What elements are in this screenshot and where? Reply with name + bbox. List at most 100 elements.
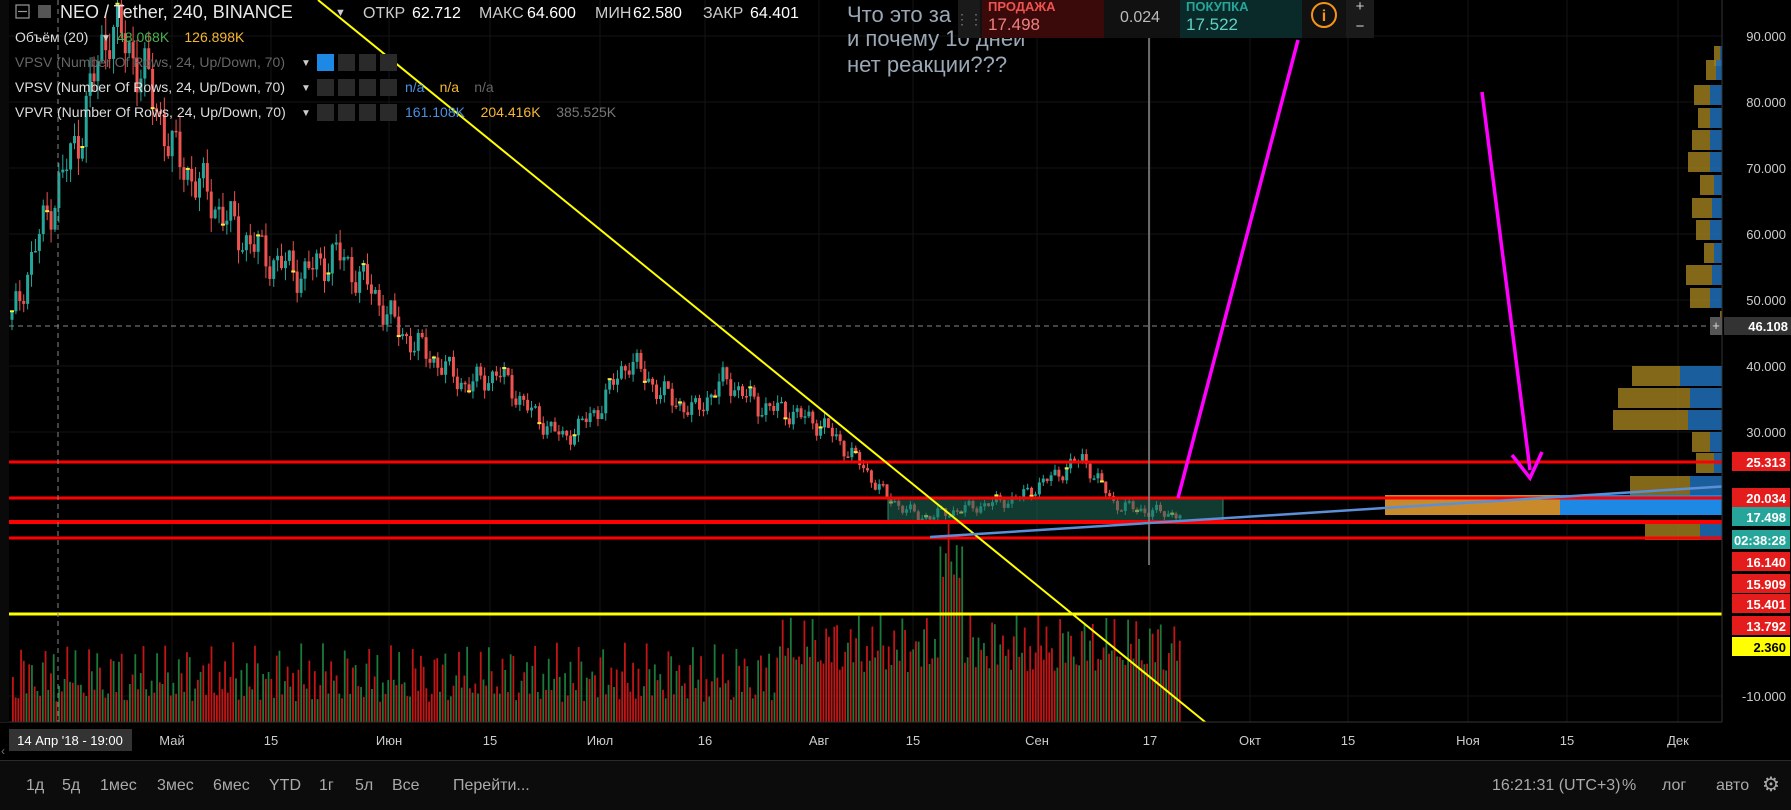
indicator-action-icon[interactable] (317, 54, 334, 71)
x-tick-label: Окт (1239, 733, 1261, 748)
descending-trendline[interactable] (317, 0, 1211, 727)
buy-button[interactable]: ПОКУПКА 17.522 (1180, 0, 1302, 38)
settings-gear-icon[interactable]: ⚙ (1762, 774, 1780, 796)
hide-icon[interactable] (38, 5, 51, 18)
indicator-action-icon[interactable] (338, 79, 355, 96)
volume-bar (947, 522, 950, 722)
candle-body (88, 73, 92, 96)
volume-bar (738, 665, 741, 722)
candle-body (584, 418, 588, 423)
candle-body (237, 216, 241, 251)
indicator-value: 204.416K (481, 104, 542, 120)
profile-highlight-right (1560, 495, 1735, 515)
indicator-action-icon[interactable] (380, 54, 397, 71)
candle-body (576, 418, 580, 436)
collapse-icon[interactable] (15, 4, 30, 19)
volume-bar (109, 659, 112, 722)
range-button[interactable]: YTD (269, 777, 301, 794)
arrow-down-line[interactable] (1480, 91, 1532, 471)
volume-bar (47, 689, 50, 722)
volume-bar (751, 698, 754, 722)
candle-body (881, 484, 885, 486)
goto-button[interactable]: Перейти... (453, 777, 530, 794)
indicator-action-icon[interactable] (338, 54, 355, 71)
qty-plus-button[interactable]: + (1356, 0, 1365, 15)
candle-body (795, 408, 799, 412)
candle-body (33, 250, 37, 253)
range-button[interactable]: 6мес (213, 777, 250, 794)
candle-body (123, 33, 127, 54)
candle-body (698, 398, 702, 410)
percent-toggle[interactable]: % (1622, 777, 1637, 794)
qty-minus-button[interactable]: − (1356, 18, 1365, 35)
candle-body (65, 169, 69, 172)
symbol-dropdown-icon[interactable]: ▼ (335, 7, 346, 19)
indicator-action-icon[interactable] (380, 79, 397, 96)
candle-body (428, 358, 432, 363)
indicator-row[interactable]: VPSV (Number Of Rows, 24, Up/Down, 70) ▼ n… (15, 79, 494, 96)
chart-canvas[interactable]: 90.000 80.000 70.000 60.000 50.000 40.000 30.0… (0, 0, 1791, 760)
indicator-action-icon[interactable] (338, 104, 355, 121)
arrow-up-line[interactable] (1176, 39, 1300, 499)
volume-bar (183, 691, 186, 722)
volume-bar (545, 689, 547, 722)
candle-body (635, 352, 639, 362)
indicator-row[interactable]: Объём (20) ▼ 48.068K 126.898K (15, 29, 245, 45)
log-toggle[interactable]: лог (1662, 777, 1687, 794)
candle-body (725, 367, 729, 380)
x-tick-label: 15 (264, 733, 278, 748)
range-button[interactable]: 3мес (157, 777, 194, 794)
info-button[interactable]: i (1302, 0, 1346, 38)
candle-body (1033, 494, 1037, 496)
volume-bar (85, 696, 88, 722)
volume-bar (1176, 660, 1178, 722)
volume-bar (517, 692, 520, 722)
candle-body (73, 136, 77, 144)
candle-body (1108, 493, 1112, 497)
indicator-action-icon[interactable] (359, 54, 376, 71)
price-axis[interactable]: 90.000 80.000 70.000 60.000 50.000 40.000 30.0… (1742, 29, 1786, 704)
range-button[interactable]: 5д (62, 777, 81, 794)
range-button[interactable]: Все (392, 777, 420, 794)
volume-bar (240, 670, 243, 722)
range-button[interactable]: 1д (26, 777, 45, 794)
annotation[interactable]: Что это за и почему 10 дней нет реакции?… (847, 2, 1025, 77)
range-button[interactable]: 1мес (100, 777, 137, 794)
indicator-action-icon[interactable] (359, 79, 376, 96)
svg-text:02:38:28: 02:38:28 (1734, 533, 1786, 548)
close-value: 64.401 (750, 5, 799, 22)
candle-body (690, 402, 694, 415)
x-tick-label: 15 (1560, 733, 1574, 748)
volume-bar (838, 669, 841, 722)
crosshair-time-text: 14 Апр '18 - 19:00 (17, 733, 123, 748)
ascending-trendline[interactable] (929, 484, 1731, 539)
candle-body (791, 411, 795, 425)
volume-bar (974, 667, 977, 722)
x-tick-label: Июл (587, 733, 613, 748)
volume-bar (887, 646, 890, 722)
candle-body (201, 163, 205, 179)
indicator-action-icon[interactable] (317, 104, 334, 121)
indicator-action-icon[interactable] (380, 104, 397, 121)
candle-body (483, 375, 487, 391)
range-button[interactable]: 1г (319, 777, 334, 794)
candle-body (815, 423, 819, 436)
indicator-action-icon[interactable] (317, 79, 334, 96)
trade-grip-icon[interactable] (958, 0, 980, 38)
indicator-action-icon[interactable] (359, 104, 376, 121)
range-button[interactable]: 5л (355, 777, 374, 794)
time-axis[interactable]: Май 15 Июн 15 Июл 16 Авг 15 Сен 17 Окт 15 Ноя 15 Дек (159, 733, 1689, 748)
auto-toggle[interactable]: авто (1716, 777, 1750, 794)
candle-body (498, 375, 502, 378)
candle-body (272, 260, 276, 279)
volume-bar (1138, 638, 1140, 722)
candle-body (186, 168, 190, 180)
candle-body (252, 244, 256, 252)
candle-body (639, 352, 643, 369)
indicator-row[interactable]: VPVR (Number Of Rows, 24, Up/Down, 70) ▼ 1… (15, 104, 617, 121)
indicator-row[interactable]: VPSV (Number Of Rows, 24, Up/Down, 70) ▼ (15, 54, 397, 71)
volume-bar (539, 698, 542, 722)
volume-bar (202, 665, 205, 722)
sell-button[interactable]: ПРОДАЖА 17.498 (982, 0, 1104, 38)
